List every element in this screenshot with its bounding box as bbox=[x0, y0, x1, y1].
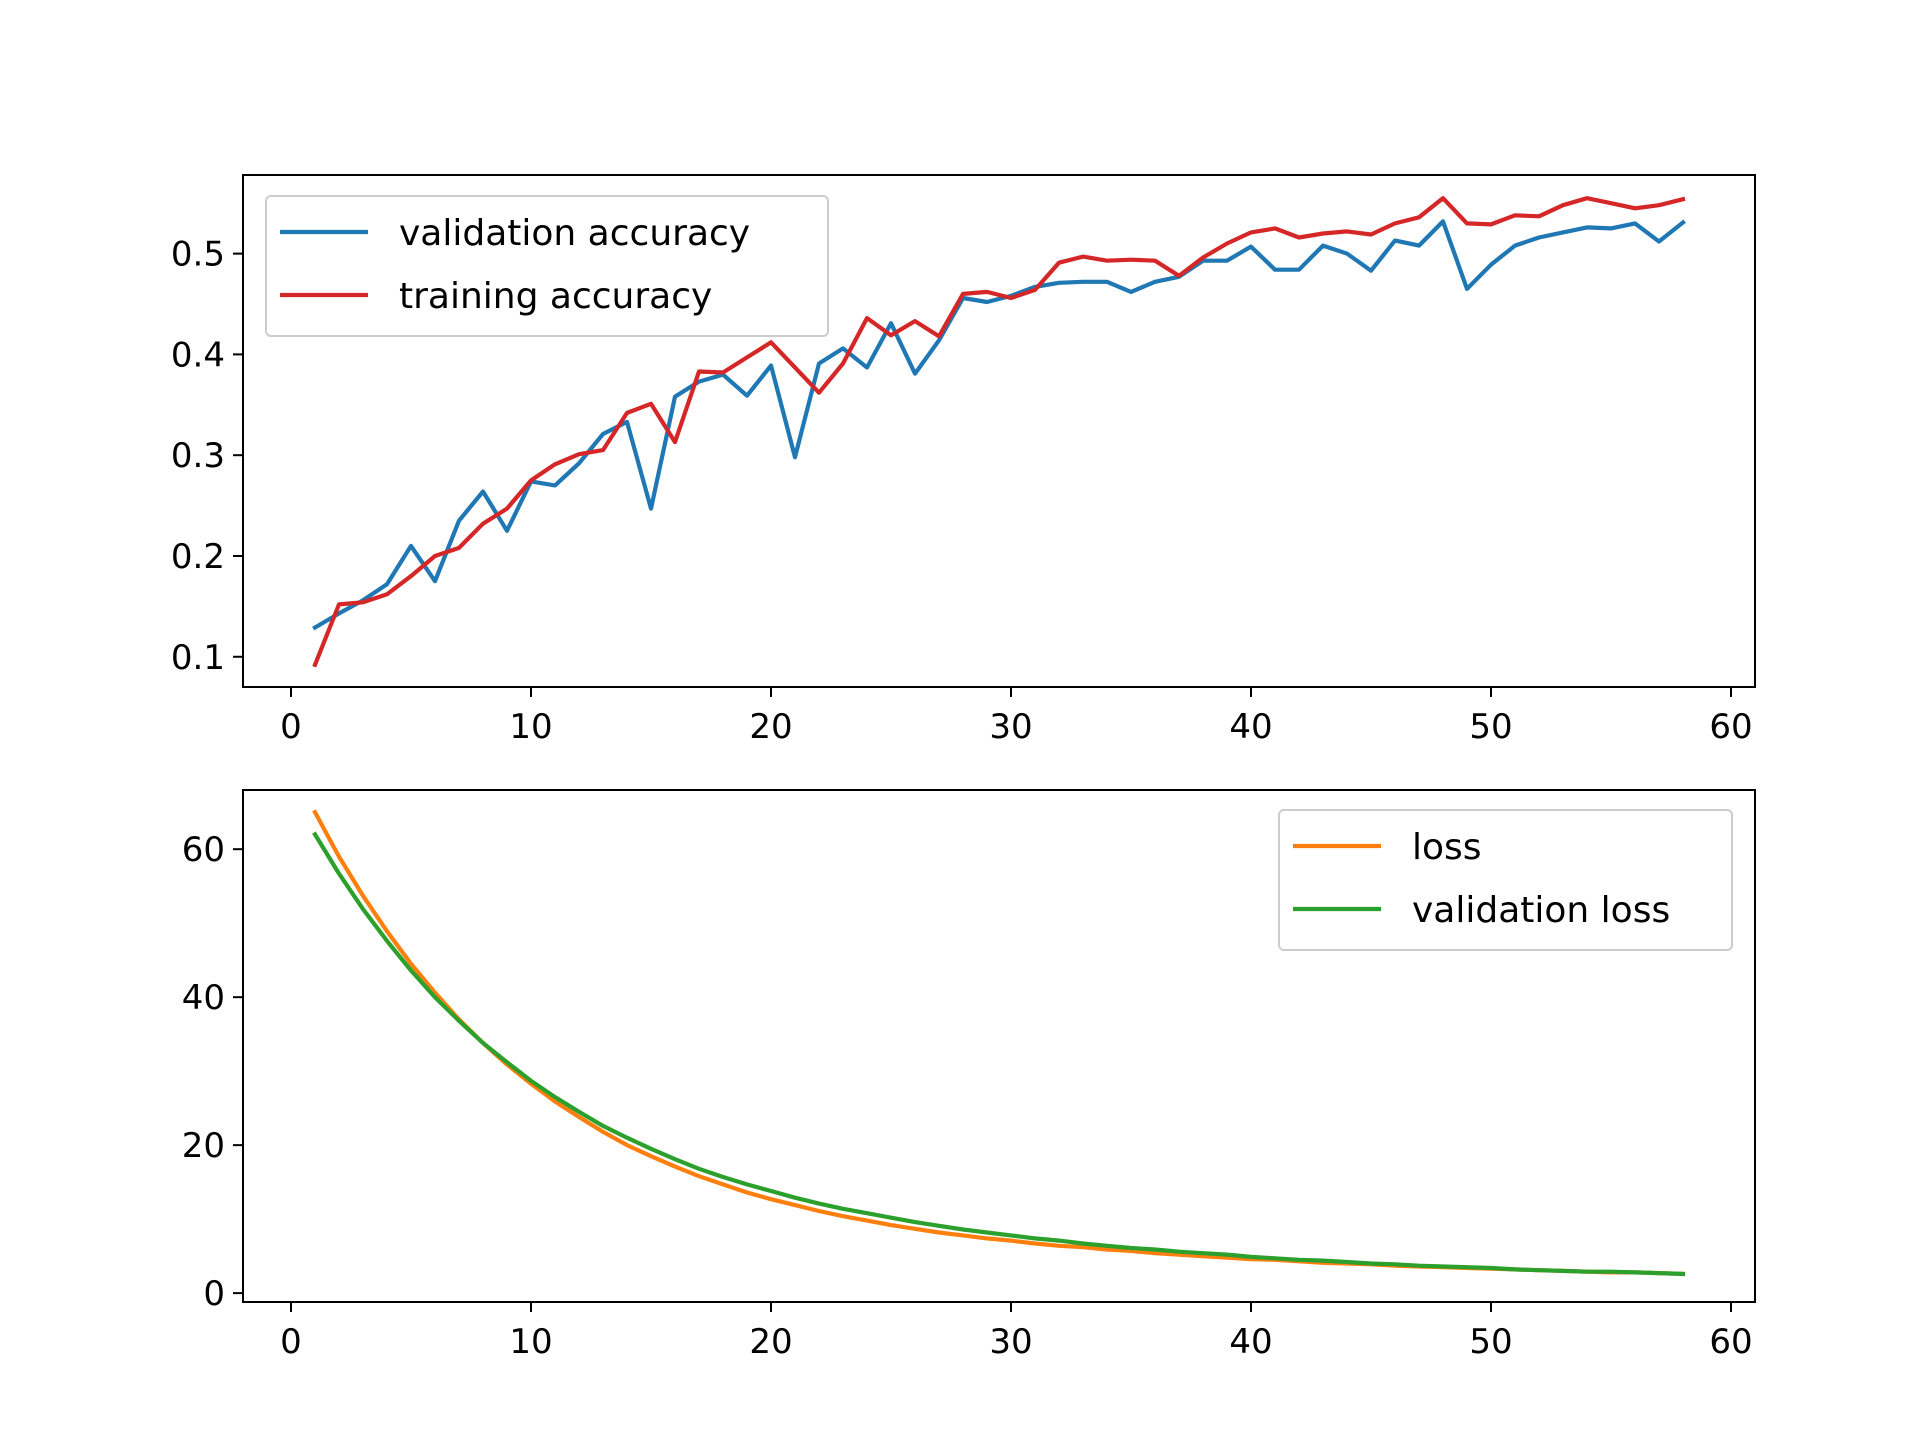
accuracy-x-tick-label: 0 bbox=[280, 707, 302, 747]
accuracy-x-tick-label: 20 bbox=[749, 707, 792, 747]
loss-x-tick-label: 60 bbox=[1709, 1322, 1752, 1362]
accuracy-y-tick-label: 0.4 bbox=[171, 335, 225, 375]
loss-x-tick-label: 30 bbox=[989, 1322, 1032, 1362]
accuracy-legend-label-1: training accuracy bbox=[399, 276, 712, 317]
loss-y-tick-label: 0 bbox=[203, 1274, 225, 1314]
accuracy-legend: validation accuracy training accuracy bbox=[265, 195, 829, 337]
loss-y-tick-label: 60 bbox=[182, 830, 225, 870]
loss-chart: 0 10 20 30 40 50 60 0 20 40 60 loss validation loss bbox=[182, 789, 1756, 1362]
accuracy-y-tick-label: 0.1 bbox=[171, 638, 225, 678]
loss-y-tick-label: 40 bbox=[182, 978, 225, 1018]
accuracy-legend-label-0: validation accuracy bbox=[399, 213, 750, 254]
accuracy-axes-frame bbox=[242, 174, 1756, 688]
loss-legend: loss validation loss bbox=[1278, 809, 1733, 951]
accuracy-y-tick-label: 0.2 bbox=[171, 537, 225, 577]
accuracy-x-tick-label: 50 bbox=[1469, 707, 1512, 747]
loss-legend-label-1: validation loss bbox=[1412, 890, 1670, 931]
accuracy-x-tick-label: 10 bbox=[509, 707, 552, 747]
loss-x-tick-label: 10 bbox=[509, 1322, 552, 1362]
accuracy-chart: 0 10 20 30 40 50 60 0.1 0.2 0.3 0.4 0.5 validation a… bbox=[171, 174, 1756, 747]
loss-legend-box bbox=[1278, 809, 1733, 951]
loss-x-tick-label: 40 bbox=[1229, 1322, 1272, 1362]
accuracy-series-line-0 bbox=[312, 219, 1686, 631]
loss-legend-label-0: loss bbox=[1412, 827, 1482, 868]
loss-y-tick-label: 20 bbox=[182, 1126, 225, 1166]
accuracy-x-tick-label: 40 bbox=[1229, 707, 1272, 747]
accuracy-y-tick-label: 0.5 bbox=[171, 235, 225, 275]
accuracy-x-tick-label: 30 bbox=[989, 707, 1032, 747]
accuracy-x-tick-label: 60 bbox=[1709, 707, 1752, 747]
loss-axes-frame bbox=[242, 789, 1756, 1303]
accuracy-y-tick-label: 0.3 bbox=[171, 436, 225, 476]
loss-series-line-1 bbox=[312, 831, 1686, 1277]
loss-x-tick-label: 20 bbox=[749, 1322, 792, 1362]
loss-x-tick-label: 0 bbox=[280, 1322, 302, 1362]
accuracy-series-line-1 bbox=[312, 196, 1686, 668]
loss-x-tick-label: 50 bbox=[1469, 1322, 1512, 1362]
accuracy-legend-box bbox=[265, 195, 829, 337]
